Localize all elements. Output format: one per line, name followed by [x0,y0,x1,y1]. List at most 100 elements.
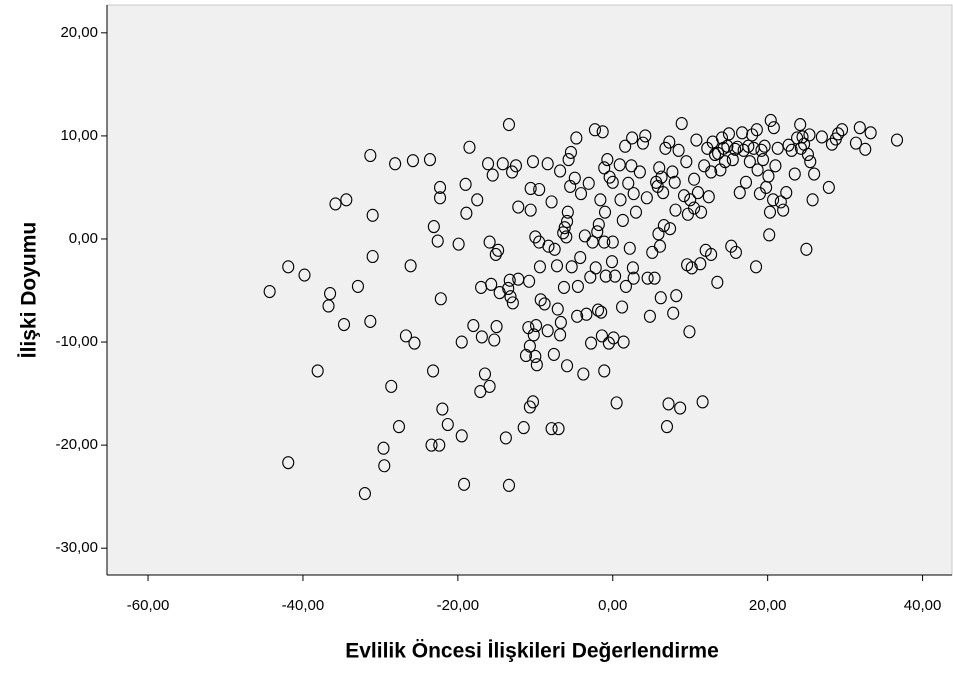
point [617,335,630,349]
point [825,137,838,151]
point [526,395,540,409]
point [849,136,863,150]
point [552,422,565,436]
point [654,291,667,305]
point [626,261,639,275]
y-axis-title: İlişki Doyumu [18,222,41,359]
point [565,260,578,274]
point [739,175,753,189]
point [538,297,551,311]
point [489,247,502,261]
point [623,241,636,255]
point [657,186,670,200]
point [560,230,573,244]
point [788,167,801,181]
point [425,438,438,452]
point [685,261,698,275]
point [433,180,447,194]
point [474,384,487,399]
point [392,420,406,434]
point [672,143,685,157]
point [794,118,807,132]
point [691,186,705,200]
point [755,143,768,157]
point [835,123,849,137]
point [545,195,558,209]
point [467,319,480,333]
point [434,292,447,306]
point [680,155,693,169]
point [705,247,718,261]
point [777,203,790,217]
point [815,130,828,144]
point [399,329,413,343]
point [378,459,391,473]
point [364,148,377,163]
point [496,157,509,171]
point [859,142,872,156]
point [534,293,547,307]
point [431,234,444,248]
point [527,328,540,342]
point [570,131,583,145]
point [599,269,612,283]
point [806,193,819,207]
point [490,320,503,334]
point [483,379,496,393]
point [455,335,468,349]
point [750,123,763,137]
point [503,273,516,287]
point [463,140,476,154]
point [519,348,533,363]
point [483,235,496,249]
point [864,126,877,140]
x-tick-label: -40,00 [282,597,325,614]
point [591,303,605,317]
point [526,155,540,169]
point [404,259,417,273]
point [694,257,707,271]
point [749,260,763,274]
point [890,133,904,147]
point [729,245,742,259]
point [683,325,696,339]
point [460,206,473,220]
point [684,193,697,207]
point [696,395,709,409]
point [595,305,608,319]
point [578,229,591,243]
point [767,121,780,135]
point [719,155,732,169]
point [471,193,484,207]
point [282,260,295,274]
point [639,129,652,143]
point [648,271,661,285]
point [756,153,770,167]
point [433,438,446,452]
point [674,401,687,415]
point [377,441,390,455]
point [598,205,612,219]
point [582,176,595,190]
point [427,364,440,378]
point [606,175,619,189]
point [492,243,505,257]
x-tick-label: -60,00 [127,597,170,614]
point [488,333,501,347]
point [551,302,564,316]
point [423,153,437,167]
point [364,314,377,328]
point [764,113,777,127]
point [550,259,564,273]
point [547,347,560,361]
point [263,284,276,299]
point [591,225,604,239]
point [613,158,626,172]
point [769,159,782,173]
plot-area [106,4,953,576]
point [529,230,542,244]
point [482,157,495,171]
point [485,277,498,291]
point [688,201,701,215]
